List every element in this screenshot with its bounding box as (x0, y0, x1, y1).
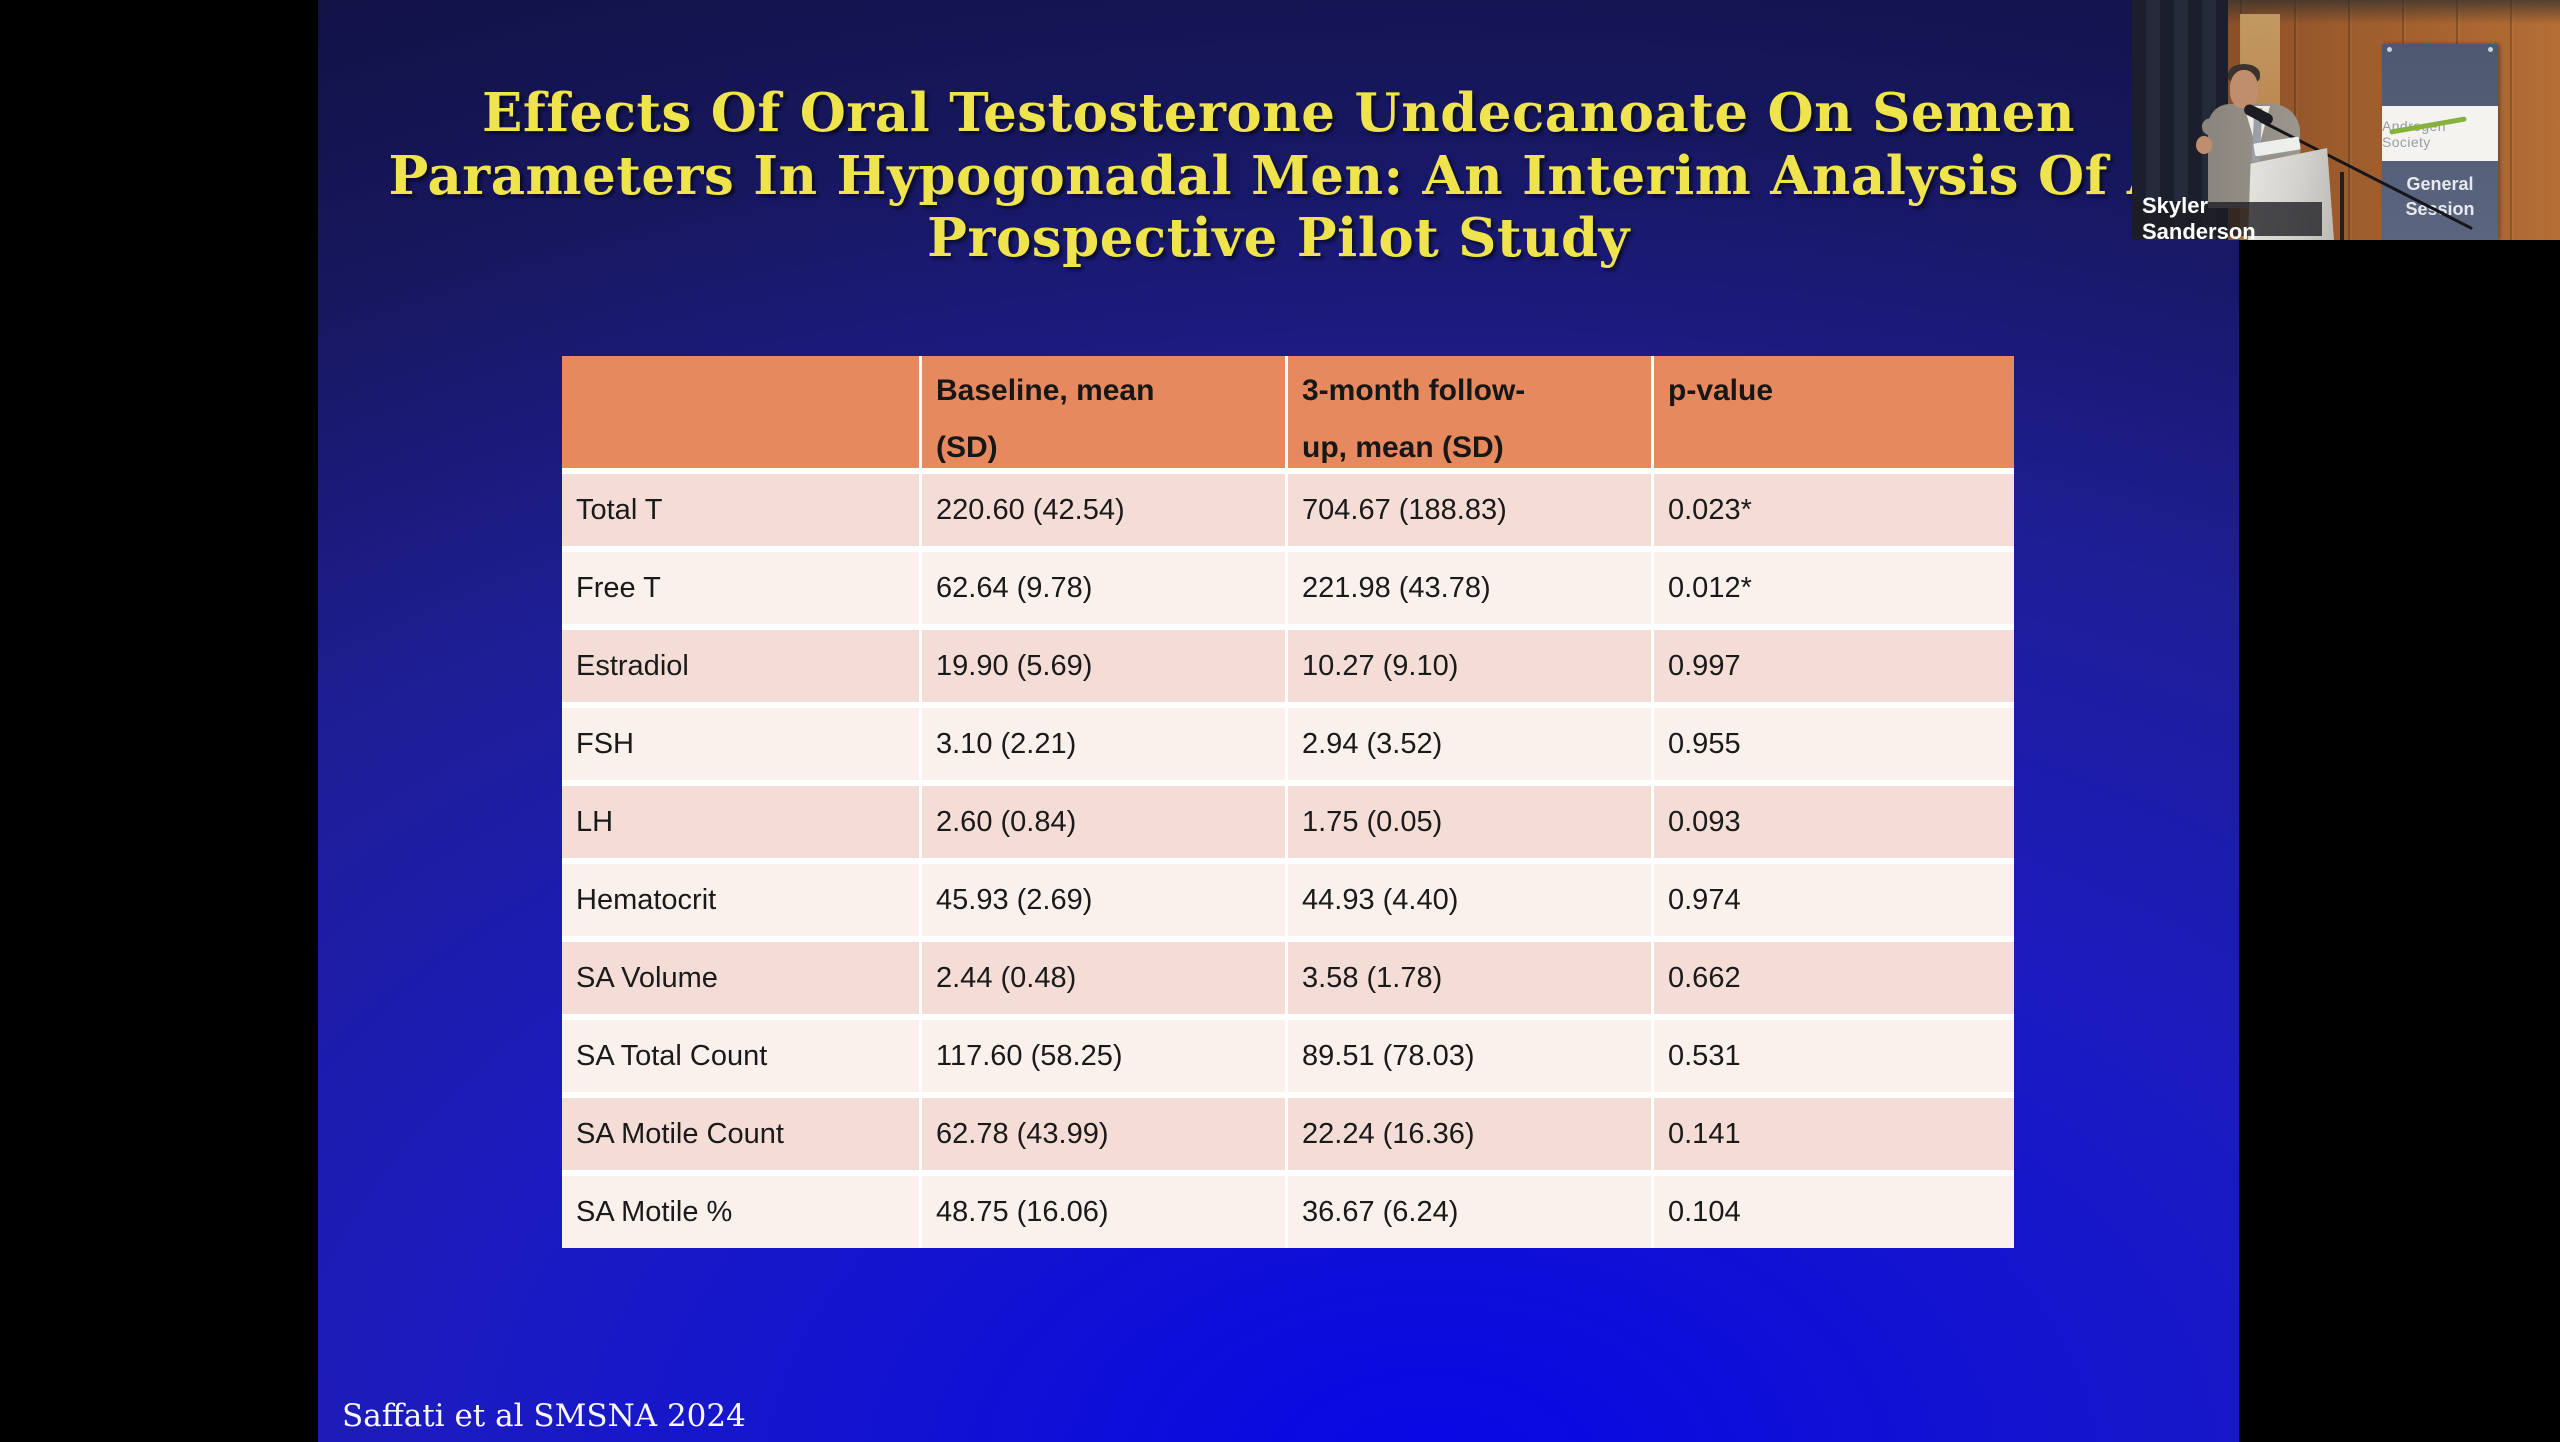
row-label: SA Total Count (562, 1020, 922, 1092)
row-label: SA Volume (562, 942, 922, 1014)
baseline-value: 2.60 (0.84) (922, 786, 1288, 858)
p-value: 0.023* (1654, 474, 2014, 546)
results-table: Baseline, mean (SD) 3-month follow- up, … (562, 356, 2014, 1248)
banner-pin (2488, 47, 2493, 52)
banner-logo: Androgen Society (2382, 106, 2498, 161)
baseline-value: 62.64 (9.78) (922, 552, 1288, 624)
row-label: SA Motile % (562, 1176, 922, 1248)
followup-value: 89.51 (78.03) (1288, 1020, 1654, 1092)
p-value: 0.662 (1654, 942, 2014, 1014)
row-label: Hematocrit (562, 864, 922, 936)
table-row: Estradiol 19.90 (5.69) 10.27 (9.10) 0.99… (562, 630, 2014, 708)
baseline-value: 62.78 (43.99) (922, 1098, 1288, 1170)
baseline-value: 3.10 (2.21) (922, 708, 1288, 780)
speaker-video-tile[interactable]: Androgen Society General Session Skyler … (2132, 0, 2560, 240)
table-header-row: Baseline, mean (SD) 3-month follow- up, … (562, 356, 2014, 474)
speaker-name-tag: Skyler Sanderson (2132, 193, 2322, 240)
followup-value: 704.67 (188.83) (1288, 474, 1654, 546)
followup-value: 22.24 (16.36) (1288, 1098, 1654, 1170)
speaker-hand (2196, 136, 2212, 154)
speaker-head (2230, 70, 2258, 108)
row-label: FSH (562, 708, 922, 780)
table-row: Free T 62.64 (9.78) 221.98 (43.78) 0.012… (562, 552, 2014, 630)
shared-slide: Effects Of Oral Testosterone Undecanoate… (318, 0, 2239, 1442)
header-cell-followup: 3-month follow- up, mean (SD) (1288, 356, 1654, 468)
citation-text: Saffati et al SMSNA 2024 (342, 1398, 746, 1434)
table-row: LH 2.60 (0.84) 1.75 (0.05) 0.093 (562, 786, 2014, 864)
baseline-value: 45.93 (2.69) (922, 864, 1288, 936)
row-label: Free T (562, 552, 922, 624)
table-row: SA Motile Count 62.78 (43.99) 22.24 (16.… (562, 1098, 2014, 1176)
p-value: 0.104 (1654, 1176, 2014, 1248)
table-row: FSH 3.10 (2.21) 2.94 (3.52) 0.955 (562, 708, 2014, 786)
followup-value: 44.93 (4.40) (1288, 864, 1654, 936)
followup-value: 2.94 (3.52) (1288, 708, 1654, 780)
header-cell-parameter (562, 356, 922, 468)
followup-value: 36.67 (6.24) (1288, 1176, 1654, 1248)
slide-title: Effects Of Oral Testosterone Undecanoate… (388, 82, 2168, 270)
banner-pin (2387, 47, 2392, 52)
baseline-value: 220.60 (42.54) (922, 474, 1288, 546)
table-row: SA Total Count 117.60 (58.25) 89.51 (78.… (562, 1020, 2014, 1098)
p-value: 0.955 (1654, 708, 2014, 780)
row-label: Total T (562, 474, 922, 546)
p-value: 0.997 (1654, 630, 2014, 702)
session-banner: Androgen Society General Session (2382, 44, 2498, 240)
p-value: 0.531 (1654, 1020, 2014, 1092)
p-value: 0.093 (1654, 786, 2014, 858)
header-cell-pvalue: p-value (1654, 356, 2014, 468)
p-value: 0.141 (1654, 1098, 2014, 1170)
table-row: SA Volume 2.44 (0.48) 3.58 (1.78) 0.662 (562, 942, 2014, 1020)
table-row: Total T 220.60 (42.54) 704.67 (188.83) 0… (562, 474, 2014, 552)
baseline-value: 19.90 (5.69) (922, 630, 1288, 702)
row-label: Estradiol (562, 630, 922, 702)
followup-value: 3.58 (1.78) (1288, 942, 1654, 1014)
baseline-value: 117.60 (58.25) (922, 1020, 1288, 1092)
p-value: 0.012* (1654, 552, 2014, 624)
p-value: 0.974 (1654, 864, 2014, 936)
banner-session-label: General Session (2405, 174, 2475, 220)
header-cell-baseline: Baseline, mean (SD) (922, 356, 1288, 468)
table-row: SA Motile % 48.75 (16.06) 36.67 (6.24) 0… (562, 1176, 2014, 1248)
table-row: Hematocrit 45.93 (2.69) 44.93 (4.40) 0.9… (562, 864, 2014, 942)
followup-value: 221.98 (43.78) (1288, 552, 1654, 624)
microphone-stand (2340, 172, 2344, 240)
followup-value: 1.75 (0.05) (1288, 786, 1654, 858)
baseline-value: 48.75 (16.06) (922, 1176, 1288, 1248)
row-label: SA Motile Count (562, 1098, 922, 1170)
baseline-value: 2.44 (0.48) (922, 942, 1288, 1014)
row-label: LH (562, 786, 922, 858)
followup-value: 10.27 (9.10) (1288, 630, 1654, 702)
